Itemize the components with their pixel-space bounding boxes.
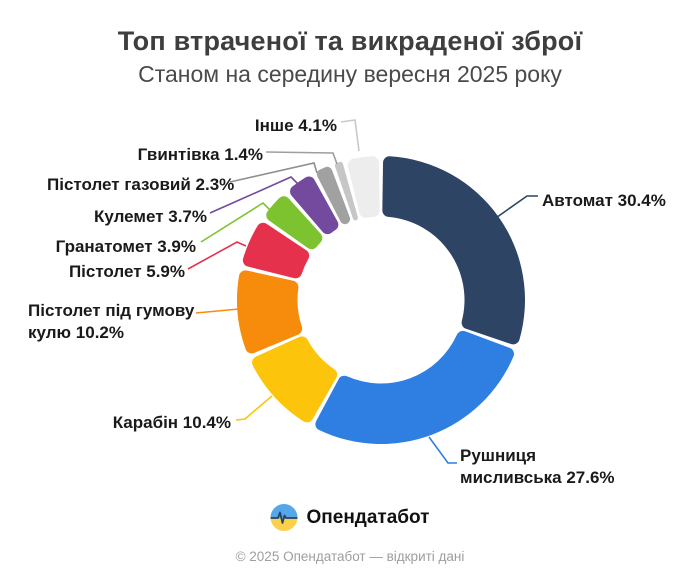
slice-label-humova-kulia: Пістолет під гумову кулю 10.2% bbox=[28, 301, 195, 342]
slice-label-inshe: Інше 4.1% bbox=[254, 116, 337, 135]
donut-slice-6 bbox=[266, 196, 323, 250]
donut-slice-3 bbox=[252, 336, 338, 423]
copyright-footer: © 2025 Опендатабот — відкриті дані bbox=[235, 549, 465, 564]
callout-line-6 bbox=[200, 201, 272, 243]
donut-slice-4 bbox=[236, 270, 303, 354]
donut-slice-7 bbox=[290, 176, 339, 235]
donut-slice-5 bbox=[242, 222, 310, 279]
callout-line-5 bbox=[187, 241, 247, 270]
callout-line-2 bbox=[428, 436, 457, 464]
slice-label-avtomat: Автомат 30.4% bbox=[542, 191, 666, 210]
slice-label-pistolet: Пістолет 5.9% bbox=[68, 262, 185, 281]
opendatabot-logo: Опендатабот bbox=[270, 504, 430, 531]
callout-line-10 bbox=[340, 119, 360, 152]
donut-slice-10 bbox=[347, 156, 380, 218]
callout-line-3 bbox=[235, 395, 273, 421]
slice-label-rushnytsia: Рушниця мисливська 27.6% bbox=[460, 446, 615, 487]
chart-title: Топ втраченої та викраденої зброї bbox=[117, 26, 583, 56]
donut-slice-9 bbox=[334, 161, 358, 221]
slice-label-pistolet-hazovyi: Пістолет газовий 2.3% bbox=[47, 175, 235, 194]
callout-line-4 bbox=[195, 308, 240, 314]
callout-line-9 bbox=[265, 151, 338, 165]
opendatabot-pulse-icon bbox=[270, 504, 298, 531]
donut-slice-1 bbox=[382, 156, 526, 345]
callout-line-8 bbox=[229, 162, 318, 183]
callout-line-7 bbox=[209, 176, 299, 214]
donut-slice-2 bbox=[315, 330, 514, 445]
opendatabot-logo-text: Опендатабот bbox=[306, 506, 430, 528]
slice-label-kulemet: Кулемет 3.7% bbox=[93, 207, 207, 226]
slice-label-karabin: Карабін 10.4% bbox=[112, 413, 231, 432]
slice-label-hranatomet: Гранатомет 3.9% bbox=[55, 237, 196, 256]
slice-label-hvyntivka: Гвинтівка 1.4% bbox=[137, 145, 263, 164]
chart-subtitle: Станом на середину вересня 2025 року bbox=[138, 61, 562, 87]
donut-slice-8 bbox=[316, 166, 351, 225]
callout-line-1 bbox=[492, 195, 538, 221]
